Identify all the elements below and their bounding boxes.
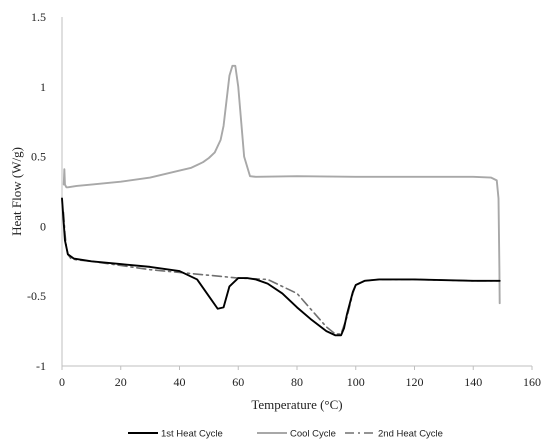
legend-label: 1st Heat Cycle <box>161 429 223 440</box>
series-layer <box>61 64 501 337</box>
y-tick-label: 0 <box>40 219 46 233</box>
y-axis-title: Heat Flow (W/g) <box>9 147 24 236</box>
series-line-1 <box>61 197 501 337</box>
legend: 1st Heat Cycle Cool Cycle 2nd Heat Cycle <box>128 429 443 440</box>
x-tick-label: 80 <box>291 375 303 389</box>
x-tick-label: 20 <box>115 375 127 389</box>
y-tick-label: 1 <box>40 80 46 94</box>
x-tick-label: 40 <box>174 375 186 389</box>
legend-label: Cool Cycle <box>290 429 336 440</box>
plot-axes: 0 20 40 60 80 100 120 140 160 -1 -0.5 0 0.5 1 1.5 <box>27 10 541 389</box>
series-line-3 <box>62 211 501 335</box>
y-tick-label: 1.5 <box>31 10 46 24</box>
x-tick-label: 60 <box>232 375 244 389</box>
x-tick-label: 120 <box>406 375 424 389</box>
y-tick-label: -0.5 <box>27 289 46 303</box>
x-tick-label: 0 <box>59 375 65 389</box>
x-axis-title: Temperature (°C) <box>251 397 342 412</box>
x-tick-label: 140 <box>464 375 482 389</box>
x-tick-label: 100 <box>347 375 365 389</box>
series-line-2 <box>62 64 501 305</box>
x-tick-label: 160 <box>523 375 541 389</box>
y-tick-label: -1 <box>36 359 46 373</box>
y-tick-label: 0.5 <box>31 150 46 164</box>
legend-label: 2nd Heat Cycle <box>378 429 443 440</box>
